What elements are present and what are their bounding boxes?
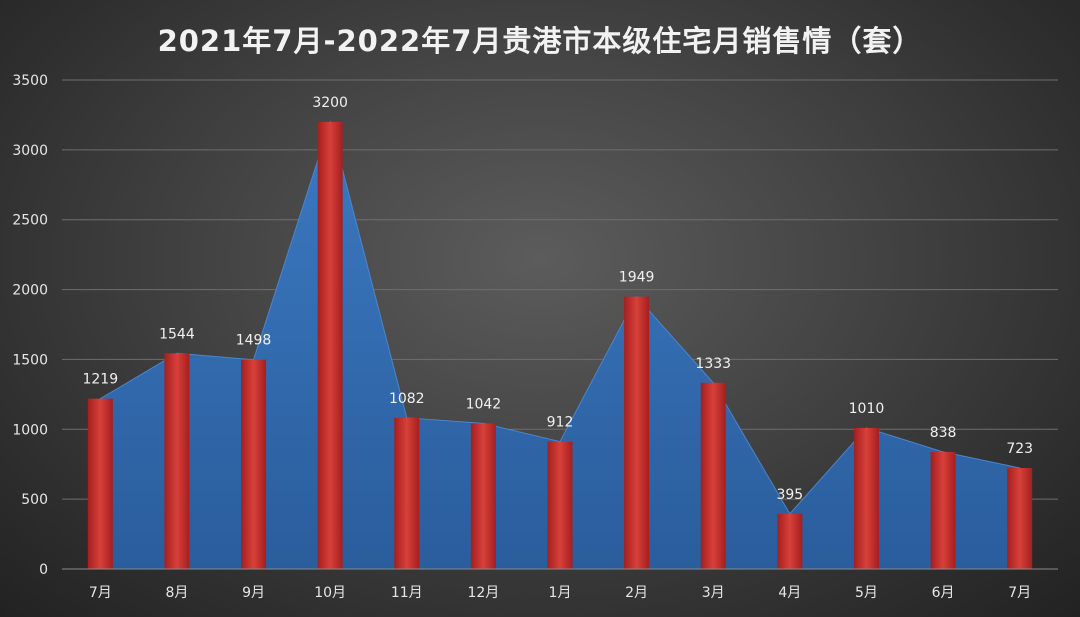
x-tick-label: 3月	[702, 585, 725, 601]
bar	[164, 353, 190, 569]
x-tick-label: 5月	[855, 585, 878, 601]
bar	[700, 382, 726, 569]
y-tick-label: 1000	[12, 422, 48, 438]
x-tick-label: 10月	[314, 585, 346, 601]
data-label: 1544	[159, 326, 195, 342]
y-tick-label: 0	[39, 562, 48, 578]
bar	[1007, 467, 1033, 569]
y-tick-label: 500	[21, 492, 48, 508]
x-tick-label: 7月	[89, 585, 112, 601]
x-tick-label: 12月	[467, 585, 499, 601]
y-tick-label: 3500	[12, 73, 48, 89]
bar	[853, 427, 879, 569]
x-tick-label: 7月	[1008, 585, 1031, 601]
y-tick-label: 2500	[12, 213, 48, 229]
x-tick-label: 11月	[391, 585, 423, 601]
data-label: 1219	[82, 372, 118, 388]
x-tick-label: 9月	[242, 585, 265, 601]
bar	[87, 398, 113, 569]
data-label: 912	[547, 415, 574, 431]
x-tick-label: 6月	[932, 585, 955, 601]
bar	[394, 417, 420, 569]
x-tick-label: 4月	[778, 585, 801, 601]
y-tick-label: 1500	[12, 352, 48, 368]
data-label: 3200	[312, 95, 348, 111]
bar	[241, 359, 267, 569]
data-label: 1498	[236, 333, 272, 349]
axes: 0 500 1000 1500 2000 2500 3000 3500 7月 8月 9月 10月 11月…	[12, 73, 1058, 601]
x-tick-label: 8月	[165, 585, 188, 601]
data-labels: 1219 1544 1498 3200 1082 1042 912 1949 1333 395 10…	[82, 95, 1033, 503]
bar	[547, 441, 573, 569]
data-label: 723	[1006, 441, 1033, 457]
data-label: 1333	[695, 356, 731, 372]
data-label: 1010	[849, 401, 885, 417]
data-label: 838	[930, 425, 957, 441]
bar-series	[87, 121, 1033, 570]
x-tick-label: 1月	[549, 585, 572, 601]
bar	[317, 121, 343, 570]
data-label: 1082	[389, 391, 425, 407]
x-tick-label: 2月	[625, 585, 648, 601]
data-label: 1042	[466, 396, 502, 412]
y-tick-label: 3000	[12, 143, 48, 159]
chart-title: 2021年7月-2022年7月贵港市本级住宅月销售情（套）	[157, 24, 923, 58]
y-tick-label: 2000	[12, 283, 48, 299]
bar	[777, 513, 803, 569]
bar	[624, 296, 650, 569]
data-label: 1949	[619, 270, 655, 286]
bar	[470, 423, 496, 569]
data-label: 395	[776, 487, 803, 503]
bar	[930, 451, 956, 569]
